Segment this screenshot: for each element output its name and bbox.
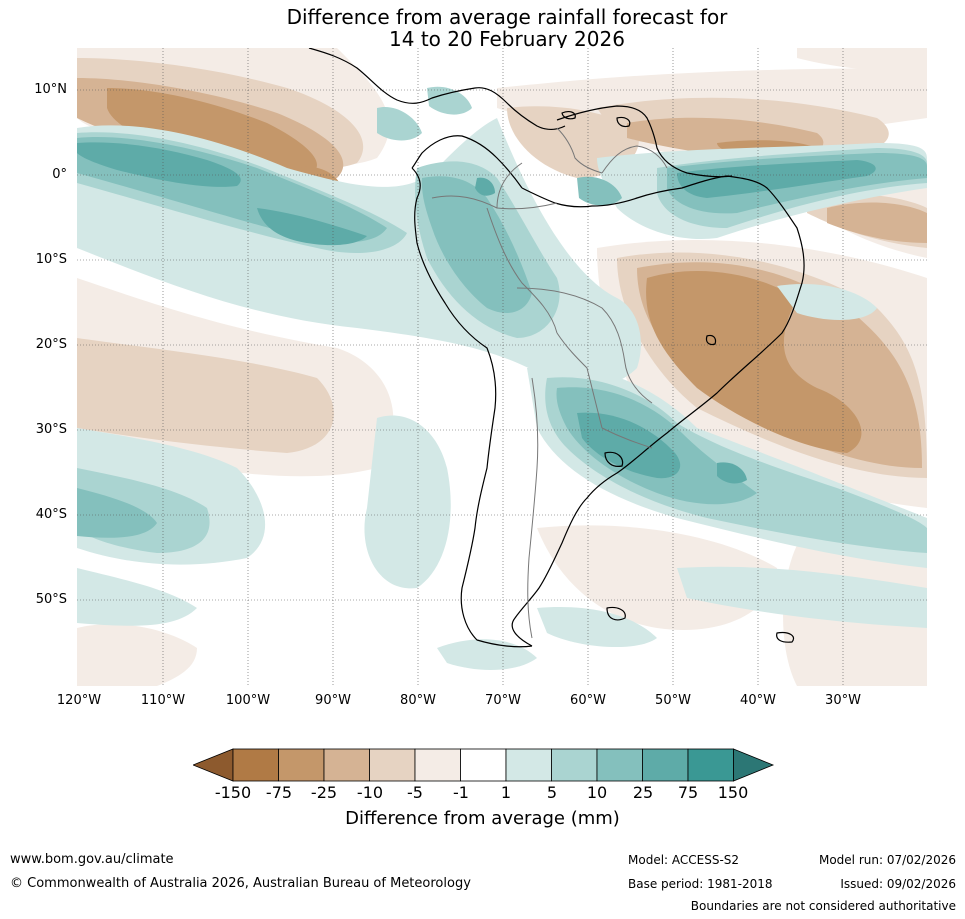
lat-label-20s: 20°S <box>35 337 67 352</box>
legend-tick-label: -10 <box>356 783 384 802</box>
legend-swatch-10-5-dry <box>369 748 416 782</box>
legend-swatch-below-150 <box>193 748 234 782</box>
legend-tick-label: 5 <box>546 783 558 802</box>
legend-title: Difference from average (mm) <box>345 808 620 829</box>
legend-tick-label: 25 <box>632 783 654 802</box>
legend-tick-label: -75 <box>265 783 293 802</box>
footer-model: Model: ACCESS-S2 <box>628 853 740 867</box>
legend-tick-label: -5 <box>407 783 423 802</box>
lon-label-100w: 100°W <box>225 693 271 708</box>
lon-label-70w: 70°W <box>485 693 521 708</box>
rainfall-anomaly-map <box>77 48 927 686</box>
legend-swatch-above-150 <box>733 748 775 782</box>
legend-swatch-5-10-wet <box>551 748 598 782</box>
lon-label-40w: 40°W <box>740 693 776 708</box>
legend-swatch-neutral <box>460 748 507 782</box>
lat-label-50s: 50°S <box>35 592 67 607</box>
legend-colorbar <box>193 748 775 782</box>
footer-issued: Issued: 09/02/2026 <box>840 877 956 891</box>
lon-label-30w: 30°W <box>825 693 861 708</box>
lon-label-120w: 120°W <box>56 693 102 708</box>
legend-tick-label: -150 <box>214 783 252 802</box>
legend-swatch-75-150-wet <box>687 748 734 782</box>
map-title-line-1: Difference from average rainfall forecas… <box>286 5 728 29</box>
footer-url: www.bom.gov.au/climate <box>10 852 174 867</box>
legend-swatch-25-75-wet <box>642 748 689 782</box>
footer-copyright: © Commonwealth of Australia 2026, Austra… <box>10 876 471 891</box>
country-borders <box>431 127 668 639</box>
lon-label-80w: 80°W <box>400 693 436 708</box>
lat-label-40s: 40°S <box>35 507 67 522</box>
legend-tick-label: 1 <box>500 783 512 802</box>
graticule <box>77 48 927 686</box>
lon-label-50w: 50°W <box>655 693 691 708</box>
legend-tick-label: -25 <box>310 783 338 802</box>
footer-base-period: Base period: 1981-2018 <box>628 877 773 891</box>
map-title-line-2: 14 to 20 February 2026 <box>389 27 625 51</box>
legend-swatch-25-10-dry <box>323 748 370 782</box>
anomaly-shading-wet-strong <box>77 142 876 484</box>
legend-tick-label: -1 <box>453 783 469 802</box>
lat-label-10s: 10°S <box>35 252 67 267</box>
legend-swatch-75-25-dry <box>278 748 325 782</box>
lon-label-110w: 110°W <box>140 693 186 708</box>
lat-label-0: 0° <box>52 167 67 182</box>
legend-tick-label: 10 <box>586 783 608 802</box>
legend-swatch-150-75-dry <box>232 748 279 782</box>
footer-model-run: Model run: 07/02/2026 <box>818 853 956 867</box>
lat-label-10n: 10°N <box>34 82 67 97</box>
legend-tick-label: 75 <box>677 783 699 802</box>
coastline <box>308 48 805 648</box>
lon-label-60w: 60°W <box>570 693 606 708</box>
lon-label-90w: 90°W <box>315 693 351 708</box>
legend-swatch-5-1-dry <box>414 748 461 782</box>
lat-label-30s: 30°S <box>35 422 67 437</box>
legend-tick-label: 150 <box>717 783 749 802</box>
footer-boundaries-note: Boundaries are not considered authoritat… <box>690 899 956 913</box>
legend-swatch-1-5-wet <box>505 748 552 782</box>
legend-swatch-10-25-wet <box>596 748 643 782</box>
